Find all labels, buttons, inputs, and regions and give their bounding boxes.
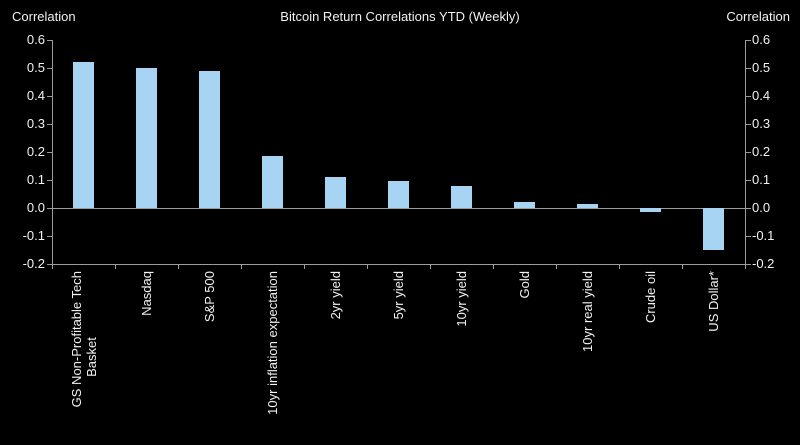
x-axis-label: Nasdaq [139, 271, 154, 443]
x-axis-label: Crude oil [643, 271, 658, 443]
x-axis-label: US Dollar* [706, 271, 721, 443]
x-axis-label-line: Crude oil [643, 271, 658, 324]
right-axis-title: Correlation [726, 9, 790, 24]
x-axis-label: 10yr inflation expectation [265, 271, 280, 443]
y-tick-label-right: 0.0 [752, 200, 771, 215]
y-axis-left-line [52, 40, 53, 265]
x-axis-label-line: Nasdaq [139, 271, 154, 316]
y-tick-label-left: -0.2 [22, 256, 45, 271]
x-tick-mark [178, 264, 179, 269]
x-axis-label: S&P 500 [202, 271, 217, 443]
y-tick-label-right: -0.2 [752, 256, 775, 271]
y-tick-mark-right [745, 40, 751, 41]
y-tick-label-left: 0.6 [26, 32, 45, 47]
x-tick-mark [304, 264, 305, 269]
x-axis-label-line: GS Non-Profitable Tech [68, 271, 84, 408]
x-tick-mark [241, 264, 242, 269]
bar [577, 203, 598, 208]
y-tick-label-left: -0.1 [22, 228, 45, 243]
x-axis-label: 2yr yield [328, 271, 343, 443]
y-tick-label-right: 0.6 [752, 32, 771, 47]
y-tick-label-left: 0.3 [26, 116, 45, 131]
x-tick-mark [367, 264, 368, 269]
y-tick-mark-right [745, 264, 751, 265]
chart-title: Bitcoin Return Correlations YTD (Weekly) [280, 9, 520, 24]
x-axis-label-line: 10yr inflation expectation [265, 271, 280, 415]
x-tick-mark [619, 264, 620, 269]
y-tick-mark-right [745, 152, 751, 153]
y-tick-label-right: -0.1 [752, 228, 775, 243]
y-tick-mark-left [47, 264, 52, 265]
y-tick-mark-left [47, 208, 52, 209]
x-axis-label: Gold [517, 271, 532, 443]
x-axis-label-line: US Dollar* [706, 271, 721, 332]
bar [640, 208, 661, 213]
x-axis-line [52, 264, 746, 265]
x-tick-mark [52, 264, 53, 269]
y-tick-mark-left [47, 40, 52, 41]
x-tick-mark [556, 264, 557, 269]
y-tick-mark-left [47, 180, 52, 181]
y-tick-mark-right [745, 236, 751, 237]
y-tick-label-left: 0.5 [26, 60, 45, 75]
y-tick-label-right: 0.3 [752, 116, 771, 131]
bar [136, 68, 157, 208]
x-tick-mark [745, 264, 746, 269]
x-axis-label-line: 2yr yield [328, 271, 343, 320]
x-axis-label-line: Gold [517, 271, 532, 299]
y-tick-label-left: 0.1 [26, 172, 45, 187]
y-tick-label-left: 0.2 [26, 144, 45, 159]
y-tick-mark-left [47, 68, 52, 69]
y-tick-label-left: 0.4 [26, 88, 45, 103]
y-tick-mark-left [47, 96, 52, 97]
x-axis-label-line: 5yr yield [391, 271, 406, 320]
x-tick-mark [430, 264, 431, 269]
zero-line [52, 208, 746, 209]
left-axis-title: Correlation [12, 9, 76, 24]
y-tick-mark-right [745, 208, 751, 209]
bar [199, 70, 220, 208]
x-axis-label: 5yr yield [391, 271, 406, 443]
x-tick-mark [115, 264, 116, 269]
y-tick-mark-left [47, 152, 52, 153]
x-axis-label-line: 10yr yield [454, 271, 469, 327]
x-axis-label: 10yr real yield [580, 271, 595, 443]
y-tick-label-right: 0.4 [752, 88, 771, 103]
y-tick-label-right: 0.5 [752, 60, 771, 75]
bar [514, 202, 535, 208]
y-tick-mark-right [745, 68, 751, 69]
bar [703, 208, 724, 250]
bar [325, 177, 346, 208]
y-tick-label-left: 0.0 [26, 200, 45, 215]
y-tick-mark-left [47, 124, 52, 125]
x-tick-mark [682, 264, 683, 269]
x-axis-label-line: Basket [83, 337, 99, 377]
x-axis-label: 10yr yield [454, 271, 469, 443]
bar [73, 62, 94, 208]
y-tick-mark-right [745, 124, 751, 125]
x-axis-label-line: S&P 500 [202, 271, 217, 323]
x-tick-mark [493, 264, 494, 269]
y-tick-mark-left [47, 236, 52, 237]
y-tick-mark-right [745, 96, 751, 97]
y-tick-label-right: 0.1 [752, 172, 771, 187]
y-tick-label-right: 0.2 [752, 144, 771, 159]
bar [262, 156, 283, 208]
x-axis-label: GS Non-Profitable Tech Basket [69, 271, 99, 443]
bar [451, 185, 472, 208]
x-axis-label-line: 10yr real yield [580, 271, 595, 352]
bar [388, 181, 409, 208]
y-tick-mark-right [745, 180, 751, 181]
